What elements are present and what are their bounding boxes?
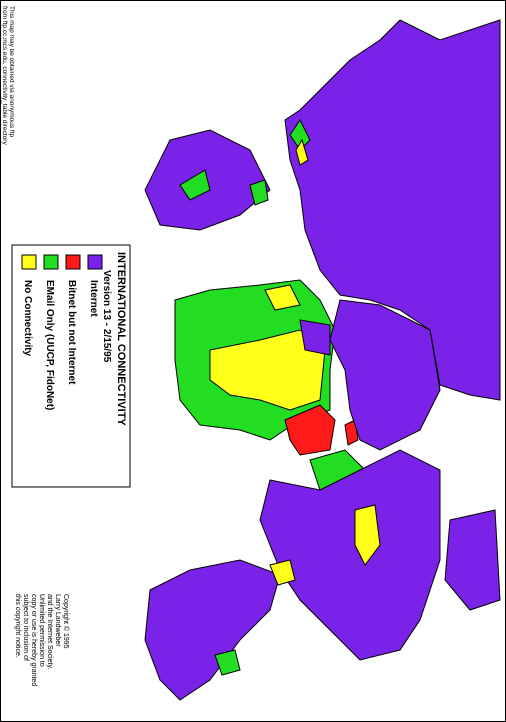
copyright-line: Copyright © 1995	[62, 594, 70, 649]
note-line: from ftp.cc.mcs.edu, connectivity_table …	[1, 6, 8, 145]
copyright-line: copy or use is hereby granted	[30, 594, 37, 686]
region-bitnet	[344, 419, 359, 446]
legend-label: Bitnet but not Internet	[66, 280, 77, 385]
region-email	[179, 169, 211, 201]
copyright-line: subject to inclusion of	[22, 594, 29, 661]
legend-label: No Connectivity	[22, 280, 33, 357]
copyright-line: and the Internet Society.	[46, 594, 53, 669]
europe	[329, 299, 441, 451]
legend-label: EMail Only (UUCP, FidoNet)	[44, 280, 55, 410]
legend-title: INTERNATIONAL CONNECTIVITY	[115, 252, 127, 426]
region-internet	[299, 319, 331, 356]
region-email	[289, 119, 311, 151]
note: This map may be obtained via anonymous f…	[1, 6, 15, 145]
legend-swatch	[21, 254, 37, 270]
middle-east	[284, 404, 336, 456]
legend-subtitle: Version 13 - 2/15/95	[101, 270, 112, 363]
legend-box	[11, 244, 131, 488]
region-none	[209, 329, 326, 411]
legend-swatch	[65, 254, 81, 270]
copyright-line: Larry Landweber	[54, 594, 61, 647]
legend-swatch	[43, 254, 59, 270]
south-america	[144, 559, 281, 701]
note-line: This map may be obtained via anonymous f…	[8, 6, 15, 138]
region-none	[264, 284, 301, 311]
legend-swatch	[87, 254, 103, 270]
region-email	[249, 179, 269, 206]
asia	[284, 19, 501, 401]
legend-label: Internet	[88, 280, 99, 317]
copyright-line: this copyright notice.	[14, 594, 21, 658]
legend: INTERNATIONAL CONNECTIVITY Version 13 - …	[11, 244, 131, 488]
greenland	[444, 509, 501, 611]
region-none	[269, 559, 296, 586]
region-email	[214, 649, 241, 676]
world-map	[144, 19, 501, 701]
copyright-line: Unlimited permission to	[38, 594, 45, 667]
region-none	[354, 504, 381, 566]
region-none	[295, 138, 309, 166]
